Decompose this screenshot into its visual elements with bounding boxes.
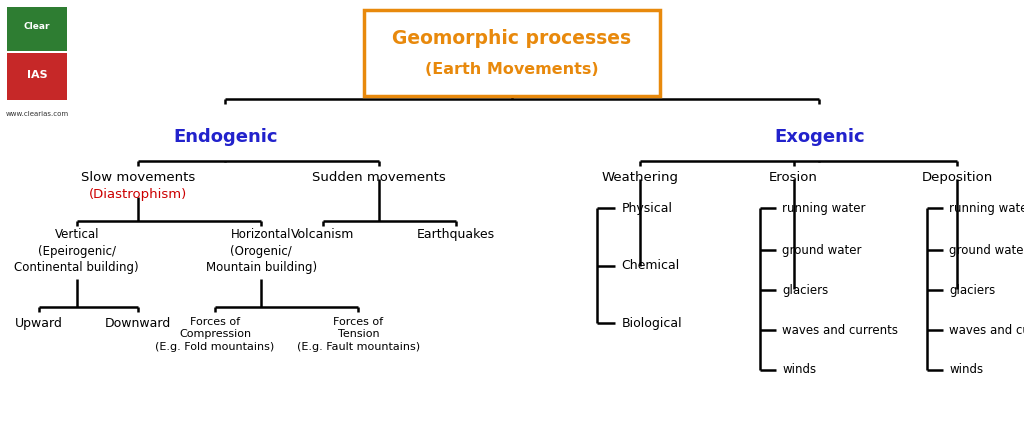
Text: Physical: Physical [622,202,673,215]
Text: Forces of
Tension
(E.g. Fault mountains): Forces of Tension (E.g. Fault mountains) [297,317,420,352]
Text: Forces of
Compression
(E.g. Fold mountains): Forces of Compression (E.g. Fold mountai… [156,317,274,352]
Text: Earthquakes: Earthquakes [417,228,495,241]
Text: waves and currents: waves and currents [949,323,1024,337]
Text: Vertical
(Epeirogenic/
Continental building): Vertical (Epeirogenic/ Continental build… [14,228,139,274]
Text: Downward: Downward [105,317,171,330]
Text: ground water: ground water [949,244,1024,257]
FancyBboxPatch shape [7,53,67,100]
Text: Exogenic: Exogenic [774,128,864,146]
Text: Weathering: Weathering [601,171,679,183]
Text: waves and currents: waves and currents [782,323,898,337]
Text: Sudden movements: Sudden movements [312,171,445,183]
Text: Horizontal
(Orogenic/
Mountain building): Horizontal (Orogenic/ Mountain building) [206,228,316,274]
Text: Chemical: Chemical [622,259,680,272]
Text: winds: winds [782,363,816,377]
Text: running water: running water [949,202,1024,215]
Text: Slow movements: Slow movements [81,171,196,183]
Text: Upward: Upward [15,317,62,330]
Text: Biological: Biological [622,317,682,330]
Text: Clear: Clear [24,22,50,31]
Text: www.clearias.com: www.clearias.com [5,111,69,117]
Text: Endogenic: Endogenic [173,128,278,146]
Text: glaciers: glaciers [949,284,995,297]
Text: Erosion: Erosion [769,171,818,183]
Text: Volcanism: Volcanism [291,228,354,241]
Text: (Diastrophism): (Diastrophism) [89,188,187,201]
Text: Geomorphic processes: Geomorphic processes [392,30,632,48]
Text: running water: running water [782,202,866,215]
FancyBboxPatch shape [364,10,660,97]
Text: Deposition: Deposition [922,171,993,183]
FancyBboxPatch shape [7,7,67,51]
Text: IAS: IAS [27,70,47,80]
Text: (Earth Movements): (Earth Movements) [425,62,599,78]
Text: glaciers: glaciers [782,284,828,297]
Text: winds: winds [949,363,983,377]
Text: ground water: ground water [782,244,862,257]
